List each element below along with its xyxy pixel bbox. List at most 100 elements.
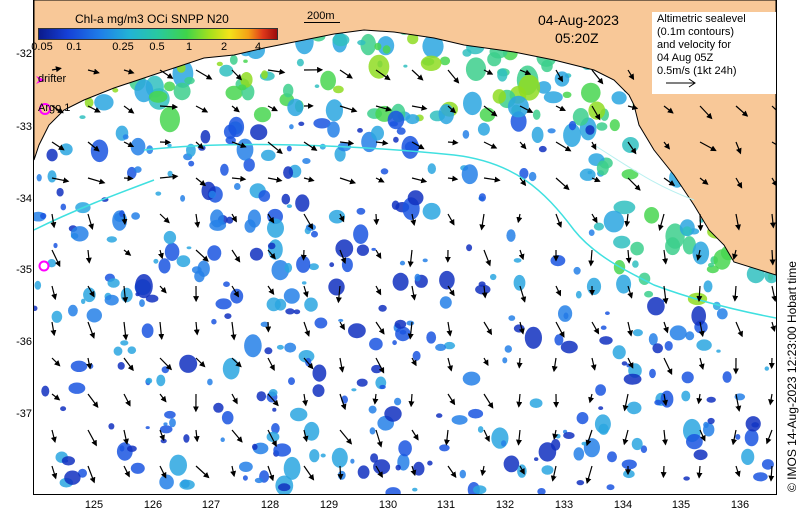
chlorophyll-patch (179, 479, 195, 490)
chlorophyll-patch (236, 138, 254, 161)
chlorophyll-patch (301, 281, 307, 285)
chlorophyll-patch (706, 396, 716, 403)
velocity-arrow (663, 357, 673, 375)
chlorophyll-patch (145, 426, 150, 430)
velocity-arrow (770, 321, 776, 332)
map-canvas[interactable] (34, 0, 776, 494)
velocity-arrow (516, 357, 523, 369)
colorbar (38, 28, 278, 40)
velocity-arrow (195, 177, 207, 187)
argo-marker[interactable] (38, 260, 50, 272)
chlorophyll-patch (682, 226, 692, 236)
chlorophyll-patch (311, 230, 318, 238)
velocity-arrow (375, 357, 385, 374)
chlorophyll-patch (253, 107, 272, 123)
chlorophyll-patch (60, 203, 67, 211)
velocity-arrow (339, 177, 357, 185)
velocity-arrow (339, 393, 347, 411)
chlorophyll-patch (703, 280, 713, 293)
chlorophyll-patch (83, 287, 96, 303)
velocity-arrow (447, 393, 456, 406)
velocity-arrow (375, 139, 389, 146)
chlorophyll-patch (436, 413, 443, 418)
velocity-arrow (51, 141, 65, 151)
velocity-arrow (768, 393, 775, 406)
velocity-arrow (407, 249, 414, 268)
chlorophyll-patch (722, 371, 732, 383)
chlorophyll-patch (563, 123, 581, 147)
chlorophyll-patch (626, 401, 642, 415)
chlorophyll-patch (250, 124, 268, 141)
chlorophyll-patch (207, 378, 213, 386)
velocity-arrow (159, 285, 167, 294)
chlorophyll-patch (422, 258, 428, 263)
chlorophyll-patch (284, 262, 293, 273)
legend-line: 04 Aug 05Z (657, 52, 714, 64)
chlorophyll-patch (319, 143, 326, 150)
chlorophyll-patch (427, 163, 436, 175)
velocity-arrow (267, 68, 286, 75)
chlorophyll-patch (508, 315, 516, 321)
velocity-arrow (555, 213, 562, 228)
chlorophyll-patch (586, 277, 602, 295)
chlorophyll-patch (122, 134, 129, 140)
drifter-marker[interactable] (36, 76, 45, 84)
chlorophyll-patch (537, 488, 546, 494)
chlorophyll-patch (186, 246, 192, 250)
chlorophyll-patch (313, 118, 331, 129)
legend-line: (0.1m contours) (657, 26, 735, 38)
chlorophyll-patch (215, 298, 232, 310)
chlorophyll-patch (683, 476, 690, 481)
velocity-arrow (590, 141, 597, 151)
velocity-arrow (446, 321, 453, 337)
chlorophyll-patch (167, 143, 172, 148)
velocity-arrow (769, 213, 776, 229)
chlorophyll-patch (503, 455, 520, 473)
chlorophyll-patch (563, 432, 575, 439)
argo-marker[interactable] (39, 103, 51, 115)
chlorophyll-patch (335, 239, 354, 258)
chlorophyll-patch (84, 97, 94, 108)
x-axis-label: 136 (730, 499, 750, 511)
chlorophyll-patch (612, 345, 626, 360)
velocity-arrow (339, 69, 353, 79)
x-axis-label: 130 (378, 499, 398, 511)
chlorophyll-patch (394, 319, 407, 329)
chlorophyll-patch (536, 81, 552, 94)
chlorophyll-patch (588, 229, 595, 236)
chlorophyll-patch (621, 169, 639, 180)
chlorophyll-patch (34, 280, 42, 290)
chlorophyll-patch (513, 274, 526, 291)
velocity-arrow (87, 177, 106, 185)
chlorophyll-patch (131, 212, 140, 220)
velocity-arrow (483, 321, 493, 336)
velocity-arrow (339, 429, 353, 445)
y-axis-label: -33 (16, 121, 32, 133)
velocity-arrow (662, 429, 668, 446)
chlorophyll-patch (616, 274, 632, 294)
x-axis-label: 133 (554, 499, 574, 511)
velocity-arrow (267, 141, 283, 155)
velocity-arrow (195, 105, 209, 113)
chlorophyll-patch (462, 371, 481, 386)
chlorophyll-patch (139, 299, 145, 307)
chlorophyll-patch (581, 441, 587, 446)
chlorophyll-patch (127, 346, 137, 355)
velocity-arrow (555, 141, 572, 152)
chlorophyll-patch (713, 249, 731, 270)
chlorophyll-patch (652, 343, 663, 354)
chlorophyll-patch (407, 33, 419, 45)
chlorophyll-patch (81, 298, 86, 304)
velocity-arrow (339, 249, 347, 265)
velocity-arrow (302, 393, 309, 407)
chlorophyll-patch (463, 91, 482, 116)
velocity-arrow (87, 285, 95, 298)
velocity-arrow (123, 249, 132, 256)
velocity-arrow (85, 249, 92, 264)
chlorophyll-patch (394, 397, 402, 406)
chlorophyll-patch (70, 360, 88, 372)
velocity-arrow (585, 465, 593, 485)
velocity-arrow (768, 465, 775, 482)
chlorophyll-patch (225, 85, 243, 101)
velocity-arrow (267, 357, 275, 371)
